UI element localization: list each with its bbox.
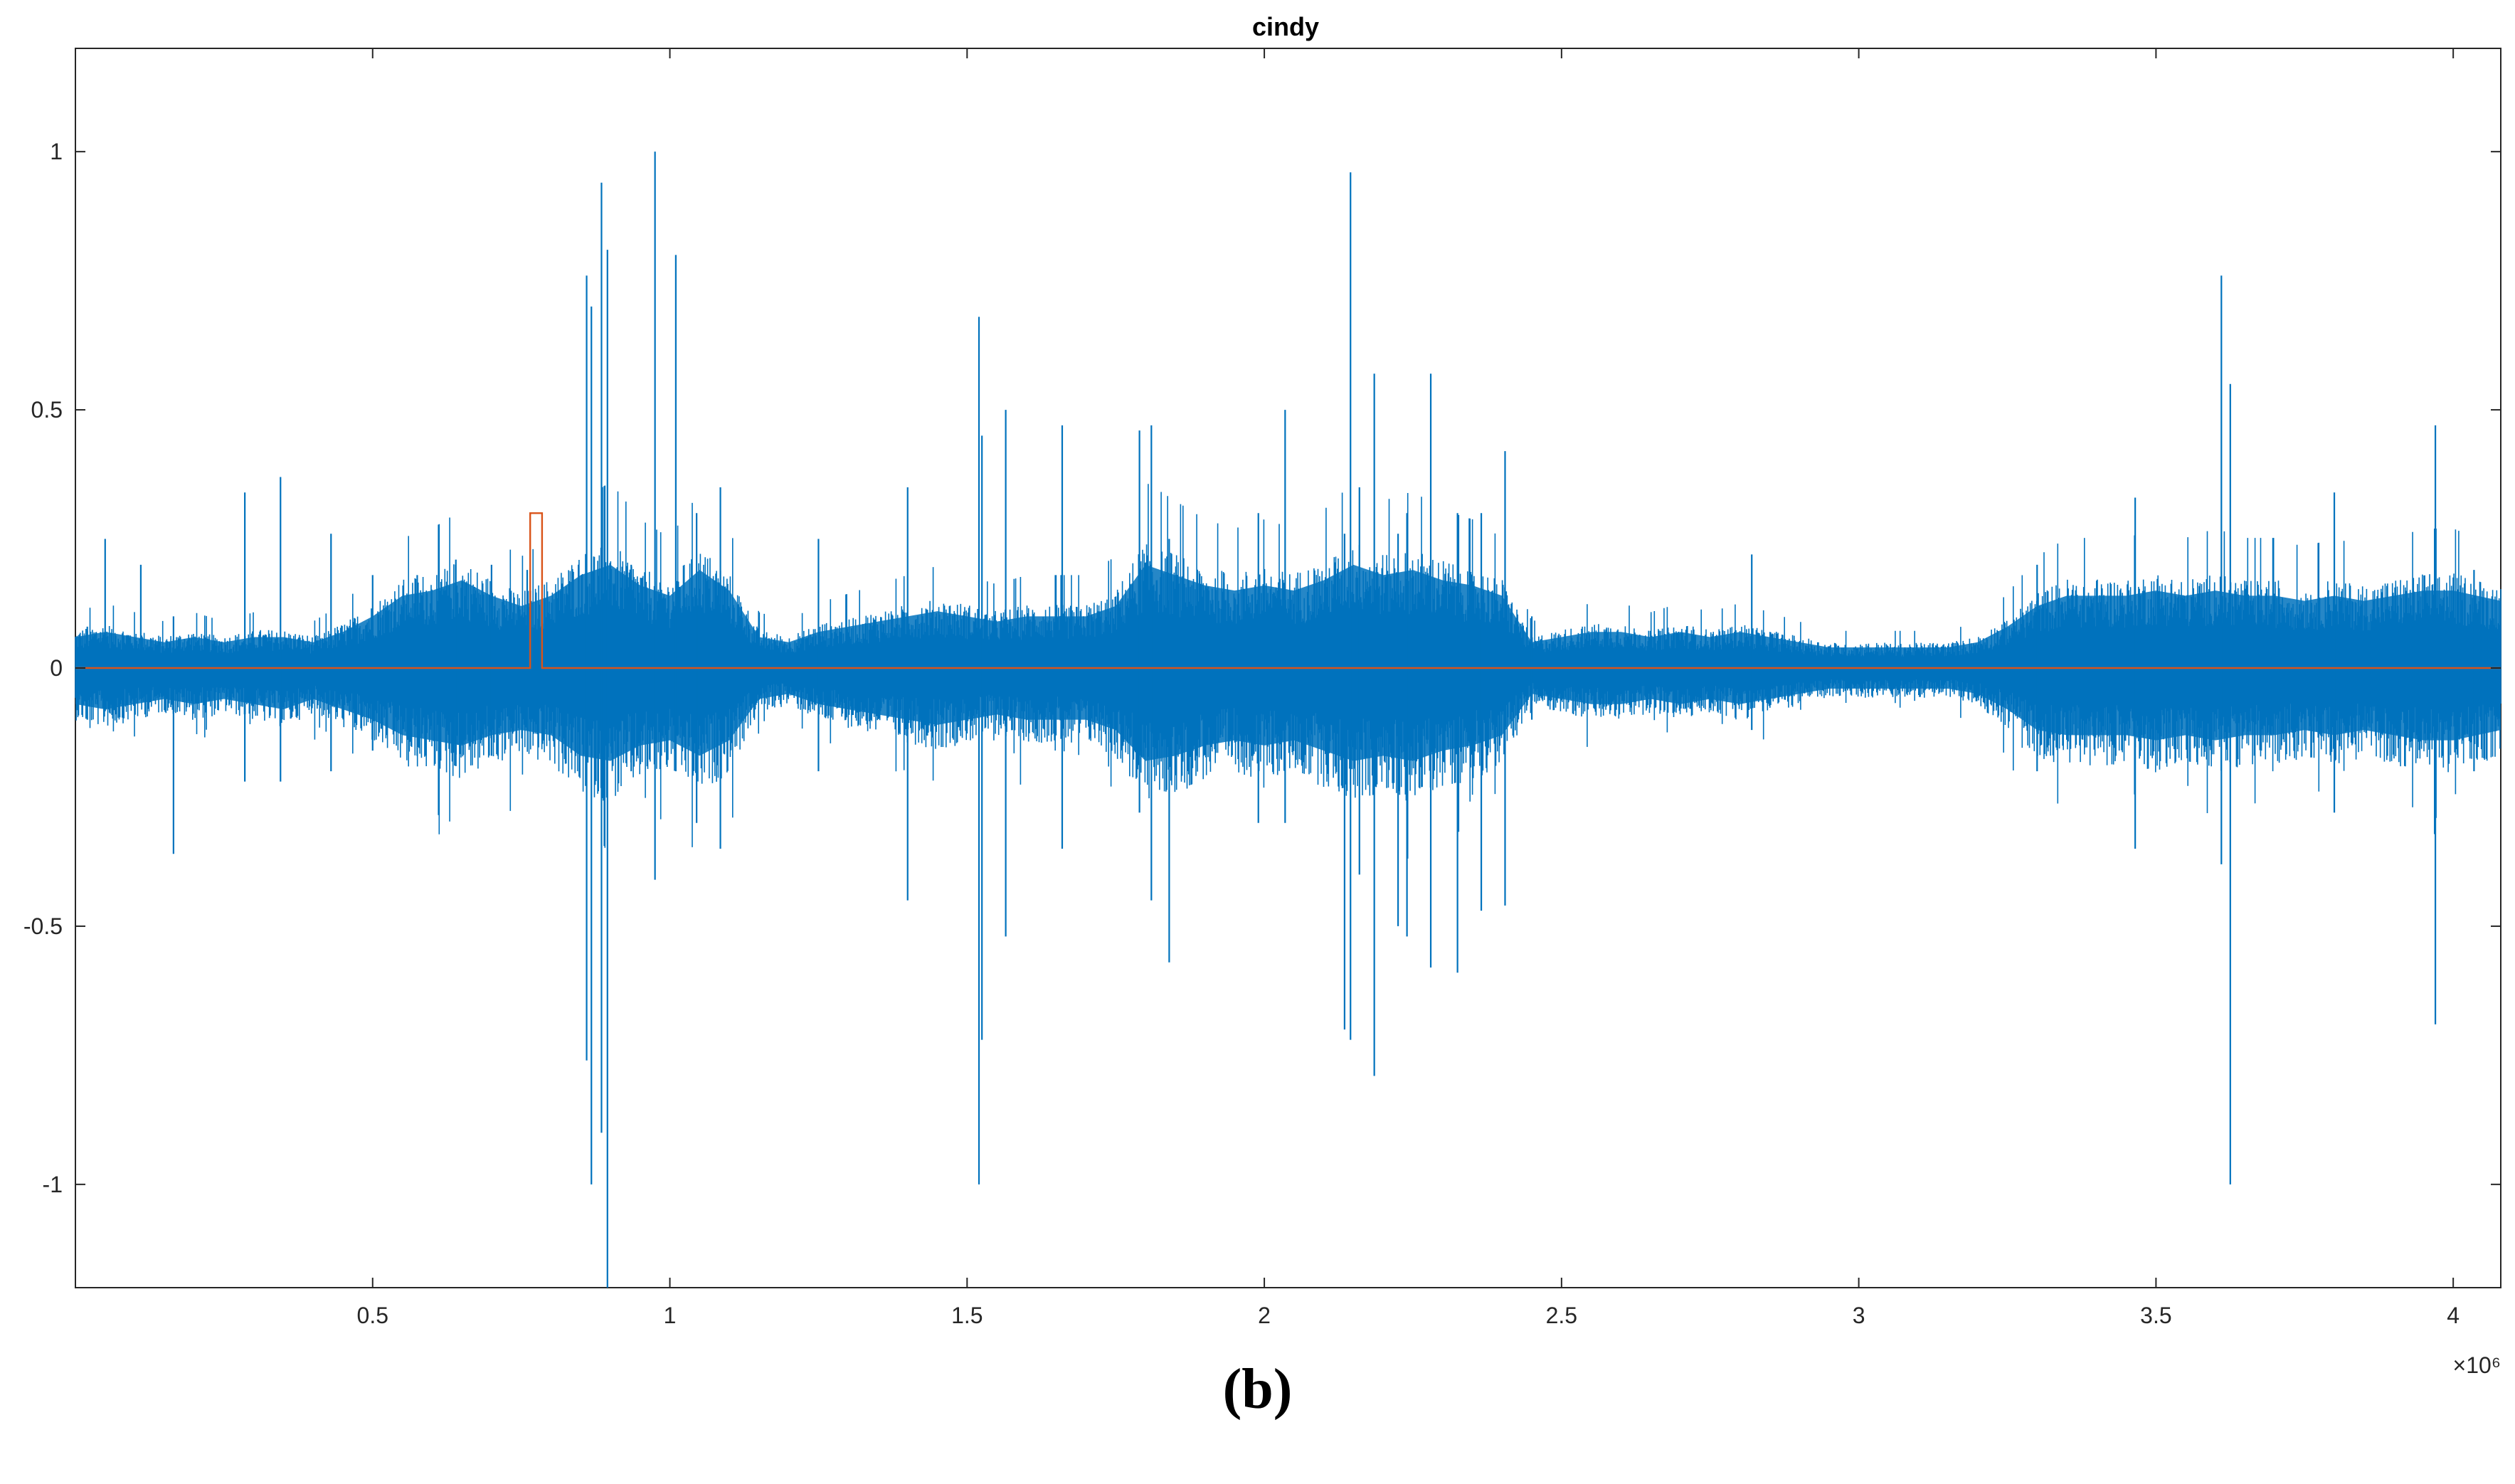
marker-trace	[75, 512, 2501, 669]
x-tick-label: 4	[2447, 1303, 2460, 1328]
y-axis: 1 0.5 0 -0.5 -1	[23, 139, 2501, 1197]
y-tick-label: -1	[43, 1172, 63, 1197]
x-tick-label: 1.5	[951, 1303, 983, 1328]
figure-caption: (b)	[1222, 1358, 1293, 1421]
plot-area	[75, 48, 2501, 1288]
y-tick-label: 0	[50, 655, 63, 681]
y-tick-label: 1	[50, 139, 63, 164]
x-tick-label: 1	[664, 1303, 677, 1328]
y-tick-label: -0.5	[23, 913, 63, 939]
x-tick-label: 2.5	[1546, 1303, 1577, 1328]
x-axis: 0.5 1 1.5 2 2.5 3 3.5 4	[357, 48, 2460, 1328]
x-axis-exponent-label: ×10⁶	[2453, 1352, 2501, 1378]
x-tick-label: 3.5	[2140, 1303, 2171, 1328]
y-tick-label: 0.5	[31, 397, 63, 423]
marker-series	[75, 512, 2501, 669]
x-tick-label: 0.5	[357, 1303, 388, 1328]
x-tick-label: 3	[1853, 1303, 1865, 1328]
x-tick-label: 2	[1258, 1303, 1271, 1328]
chart-title: cindy	[1252, 12, 1319, 41]
